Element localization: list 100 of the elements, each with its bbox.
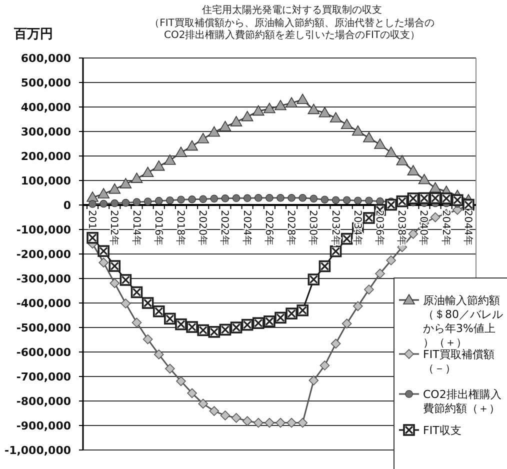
point — [154, 196, 163, 205]
y-tick-label: 300,000 — [20, 126, 72, 138]
point — [374, 138, 386, 149]
x-tick-label: 2044年 — [462, 210, 474, 246]
point — [243, 194, 252, 202]
point — [264, 102, 276, 114]
legend-label: FIT買取補償額（－） — [423, 348, 494, 375]
point — [165, 364, 175, 374]
x-tick-label: 2042年 — [440, 210, 452, 246]
y-tick-label: -100,000 — [16, 224, 72, 236]
point — [100, 200, 108, 208]
y-tick-label: -400,000 — [16, 297, 72, 310]
point — [364, 284, 374, 294]
point — [144, 198, 152, 206]
x-tick-label: 2022年 — [218, 210, 231, 246]
point — [286, 97, 298, 108]
y-tick-label: 400,000 — [20, 101, 72, 114]
x-tick-label: 2028年 — [285, 210, 298, 246]
point — [176, 376, 186, 386]
point — [353, 301, 363, 312]
x-tick-label: 2036年 — [374, 210, 386, 246]
point — [232, 194, 240, 202]
legend-label: CO2排出権購入費節約額（＋） — [423, 388, 502, 415]
point — [197, 132, 209, 144]
point — [230, 116, 242, 126]
x-tick-label: 2012年 — [108, 210, 120, 246]
x-tick-label: 2034年 — [351, 210, 364, 246]
x-tick-label: 2026年 — [262, 210, 275, 246]
point — [276, 194, 284, 202]
point — [210, 194, 218, 203]
legend-label: FIT収支 — [423, 424, 462, 437]
point — [386, 255, 396, 266]
point — [418, 174, 430, 184]
point — [288, 194, 296, 202]
point — [276, 418, 286, 428]
point — [430, 212, 440, 222]
point — [142, 166, 154, 178]
y-tick-label: -200,000 — [16, 248, 72, 261]
point — [188, 195, 196, 204]
point — [108, 183, 121, 194]
point — [220, 410, 230, 420]
point — [296, 94, 309, 104]
legend-label: 原油輸入節約額（＄80／バレルから年3%値上）（＋） — [423, 294, 503, 349]
point — [98, 258, 108, 268]
point — [308, 376, 319, 386]
x-tick-label: 2040年 — [418, 210, 430, 246]
point — [274, 100, 286, 110]
point — [363, 132, 375, 142]
point — [308, 104, 320, 114]
point — [330, 338, 341, 349]
point — [298, 194, 307, 202]
point — [231, 413, 242, 423]
point — [332, 196, 340, 204]
point — [375, 268, 385, 278]
point — [132, 198, 141, 206]
title: 住宅用太陽光発電に対する買取制の収支 （FIT買取補償額から、原油輸入節約額、原油代替とした場合のCO2排出権購入費節約額を差し引いた場合のFITの収支） — [150, 5, 434, 41]
point — [130, 172, 143, 183]
point — [330, 112, 342, 122]
x-tick-label: 2018年 — [174, 210, 186, 246]
x-tick-label: 2020年 — [196, 210, 209, 246]
x-tick-label: 2016年 — [152, 210, 164, 246]
point — [408, 229, 418, 239]
point — [175, 146, 187, 157]
point — [407, 165, 420, 176]
y-tick-label: 600,000 — [20, 52, 72, 65]
point — [354, 196, 362, 204]
point — [365, 196, 373, 204]
y-tick-label: 200,000 — [20, 150, 72, 163]
point — [242, 416, 252, 426]
x-tick-label: 2014年 — [130, 210, 142, 246]
y-tick-label: -700,000 — [16, 370, 72, 384]
y-tick-label: -900,000 — [16, 420, 72, 432]
y-tick-label: -1,000,000 — [4, 444, 72, 457]
point — [252, 105, 264, 116]
point — [132, 318, 142, 328]
point — [342, 318, 352, 328]
y-tick-label: 500,000 — [20, 76, 72, 90]
point — [266, 194, 274, 202]
point — [264, 418, 274, 428]
point — [164, 154, 176, 165]
point — [385, 146, 397, 157]
y-tick-label: -300,000 — [16, 272, 72, 286]
x-tick-label: 2038年 — [396, 210, 408, 246]
y-tick-label: 100,000 — [20, 174, 72, 188]
point — [320, 360, 330, 370]
point — [166, 196, 174, 204]
point — [186, 140, 198, 151]
point — [219, 120, 232, 132]
point — [122, 198, 130, 207]
point — [310, 194, 318, 203]
point — [199, 195, 207, 204]
point — [221, 194, 230, 202]
y-tick-label: -800,000 — [16, 395, 72, 408]
point — [340, 118, 353, 130]
point — [298, 418, 308, 428]
point — [154, 350, 164, 360]
point — [142, 334, 153, 344]
point — [253, 418, 264, 428]
point — [318, 106, 331, 118]
point — [241, 110, 254, 122]
